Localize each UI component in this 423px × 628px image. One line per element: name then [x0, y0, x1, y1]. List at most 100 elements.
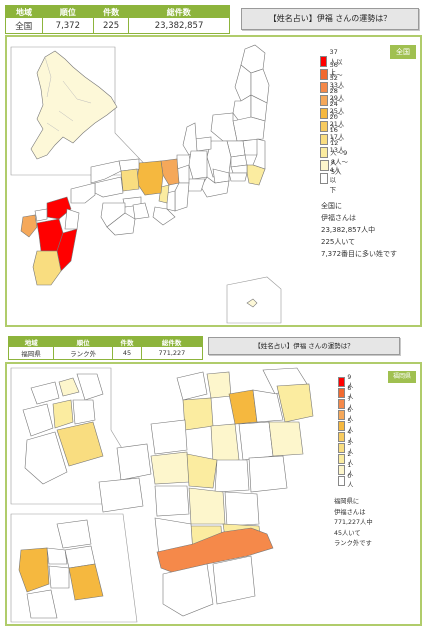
- legend-item: 8人: [338, 385, 355, 401]
- legend-swatch: [338, 409, 346, 420]
- area-iizuka: [210, 423, 240, 463]
- prefecture-nagasaki: [20, 214, 38, 238]
- header-region: 地域: [8, 336, 54, 347]
- header-rank: 順位: [53, 336, 113, 347]
- fukuoka-stats-table: 地域 順位 件数 総件数 福岡県 ランク外 45 771,227: [8, 336, 204, 360]
- ward-minami: [68, 563, 104, 601]
- legend-swatch: [320, 121, 328, 132]
- legend-item: 1人: [338, 462, 355, 478]
- legend-item: 32人〜29人: [320, 74, 348, 102]
- ward-kokuraminami: [56, 421, 104, 467]
- legend-swatch: [338, 464, 346, 475]
- value-count: 45: [112, 347, 142, 360]
- prefecture-wakayama: [152, 206, 176, 226]
- area-onojo: [154, 485, 190, 517]
- legend-item: 12人〜9人: [320, 139, 348, 167]
- value-total: 23,382,857: [128, 18, 230, 34]
- area-chikujo: [268, 421, 304, 457]
- fukuoka-region-badge: 福岡県: [388, 371, 416, 383]
- ward-kokurakita: [72, 399, 96, 425]
- area-koga: [182, 397, 214, 431]
- area-omuta: [162, 563, 214, 617]
- fukuoka-map: [10, 367, 314, 623]
- legend-item: 4人: [338, 429, 355, 445]
- legend-swatch: [320, 95, 328, 106]
- prefecture-kanagawa: [228, 172, 248, 182]
- national-region-badge: 全国: [390, 45, 416, 59]
- prefecture-miyazaki: [56, 228, 78, 272]
- legend-item: 3人: [338, 440, 355, 456]
- value-region: 全国: [5, 18, 43, 34]
- legend-item: 6人: [338, 407, 355, 423]
- legend-swatch: [338, 453, 346, 464]
- legend-item: 2人: [338, 451, 355, 467]
- area-itoshima: [116, 443, 152, 481]
- hokkaido-inset-frame: [10, 46, 156, 176]
- area-chikushino: [186, 453, 218, 489]
- area-ukiha: [224, 491, 260, 527]
- legend-item: 36人〜33人: [320, 61, 348, 89]
- header-total: 総件数: [141, 336, 203, 347]
- area-buzen: [248, 455, 288, 493]
- legend-item: 37人以上: [320, 48, 343, 76]
- area-yukuhashi: [252, 389, 284, 423]
- area-dazaifu: [150, 451, 190, 485]
- area-munakata: [176, 371, 208, 401]
- header-total: 総件数: [128, 5, 230, 18]
- fukuoka-city-inset-frame: [10, 513, 138, 623]
- legend-swatch: [320, 108, 328, 119]
- ward-sawara: [18, 547, 50, 593]
- legend-swatch: [338, 387, 346, 398]
- legend-item: 20人〜17人: [320, 113, 348, 141]
- prefecture-saga: [34, 208, 48, 222]
- national-stats-table: 地域 順位 件数 総件数 全国 7,372 225 23,382,857: [5, 5, 230, 34]
- ward-wakamatsu: [30, 381, 60, 405]
- prefecture-hyogo: [136, 160, 164, 196]
- prefecture-yamaguchi: [70, 182, 96, 204]
- legend-item: 8人〜5人: [320, 158, 348, 176]
- legend-item: 28人〜25人: [320, 87, 348, 115]
- legend-swatch: [338, 398, 346, 409]
- ward-yahatanishi: [22, 403, 54, 437]
- legend-swatch: [338, 475, 346, 486]
- fukuoka-fortune-button[interactable]: 【姓名占い】伊福 さんの運勢は？: [208, 337, 400, 355]
- area-asakura: [188, 487, 226, 525]
- header-region: 地域: [5, 5, 43, 18]
- legend-swatch: [320, 69, 328, 80]
- prefecture-iwate: [250, 68, 270, 104]
- legend-item: 7人: [338, 396, 355, 412]
- area-miyako: [276, 383, 314, 423]
- legend-swatch: [320, 173, 328, 184]
- prefecture-niigata: [210, 112, 238, 142]
- area-ogori: [98, 477, 144, 513]
- national-summary: 全国に 伊福さんは 23,382,857人中 225人いて 7,372番目に多い…: [321, 202, 398, 258]
- fukuoka-map-panel: 福岡県: [5, 362, 422, 626]
- ward-tobata: [58, 377, 80, 397]
- ward-higashi: [56, 519, 92, 549]
- header-rank: 順位: [42, 5, 94, 18]
- legend-item: 4人以下: [320, 166, 342, 194]
- prefecture-mie: [174, 182, 190, 212]
- prefecture-kyoto: [160, 158, 180, 186]
- prefecture-tokushima: [132, 202, 150, 220]
- legend-item: 24人〜21人: [320, 100, 348, 128]
- area-kama: [214, 459, 250, 493]
- area-nakama: [228, 389, 258, 425]
- prefecture-hokkaido: [30, 50, 118, 160]
- legend-swatch: [338, 431, 346, 442]
- prefecture-kagoshima: [32, 250, 62, 286]
- prefecture-oita: [64, 208, 80, 230]
- prefecture-tochigi: [242, 138, 260, 156]
- prefecture-toyama: [194, 136, 212, 152]
- legend-swatch: [320, 147, 329, 158]
- prefecture-gifu: [188, 150, 208, 180]
- value-rank: 7,372: [41, 18, 95, 34]
- area-onga: [206, 371, 232, 399]
- value-count: 225: [93, 18, 130, 34]
- header-count: 件数: [112, 336, 142, 347]
- legend-swatch: [338, 420, 346, 431]
- area-kitakyushu-south: [24, 431, 68, 485]
- legend-swatch: [320, 160, 329, 171]
- national-fortune-button[interactable]: 【姓名占い】伊福 さんの運勢は？: [241, 8, 419, 30]
- prefecture-fukushima: [232, 116, 266, 142]
